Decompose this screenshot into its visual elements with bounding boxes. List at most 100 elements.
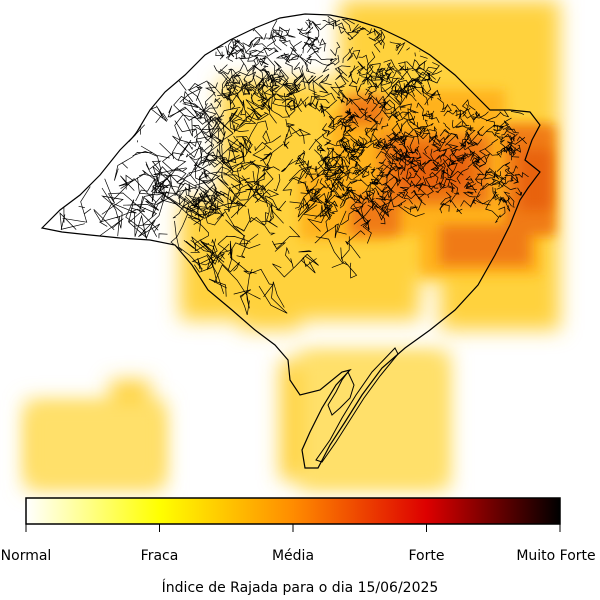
municipal-boundary [305, 26, 314, 36]
municipal-boundary [225, 54, 234, 62]
municipal-boundary [371, 167, 376, 174]
municipal-boundary [410, 165, 419, 172]
municipal-boundary [475, 191, 490, 205]
municipal-boundary [269, 29, 288, 47]
municipal-boundary [431, 70, 443, 76]
municipal-boundary [380, 199, 393, 214]
municipal-boundary [221, 161, 234, 174]
municipal-boundary [314, 138, 324, 151]
municipal-boundary [492, 125, 505, 131]
municipal-boundary [193, 185, 208, 197]
municipal-boundary [272, 20, 287, 42]
municipal-boundary [134, 212, 154, 240]
municipal-boundary [381, 86, 403, 107]
municipal-boundary [314, 165, 328, 181]
municipal-boundary [464, 133, 482, 145]
municipal-boundary [379, 29, 382, 32]
municipal-boundary [178, 80, 187, 91]
municipal-boundary [381, 123, 389, 130]
municipal-boundary [368, 116, 383, 125]
municipal-boundary [297, 165, 313, 184]
municipal-boundary [128, 207, 147, 239]
municipal-boundary [294, 150, 306, 165]
municipal-boundary [254, 111, 270, 121]
municipal-boundary [430, 166, 439, 172]
municipal-boundary [508, 195, 515, 208]
municipal-boundary [424, 76, 441, 84]
municipal-boundary [297, 196, 310, 211]
municipal-boundary [152, 192, 165, 206]
municipal-boundary [443, 122, 451, 130]
municipal-boundary [416, 66, 436, 80]
municipal-boundary [384, 103, 417, 114]
municipal-boundary [362, 219, 372, 244]
colorbar-tick-label: Muito Forte [516, 548, 596, 564]
municipal-boundary [472, 155, 488, 167]
municipal-boundary [338, 25, 346, 34]
municipal-boundary [374, 175, 390, 194]
municipal-boundary [289, 77, 305, 113]
municipal-boundary [337, 117, 349, 123]
municipal-boundary [261, 65, 269, 71]
municipal-boundary [282, 157, 314, 181]
municipal-boundary [355, 139, 364, 146]
colorbar-tick-label: Normal [0, 548, 52, 564]
municipal-boundary [338, 90, 350, 102]
municipal-boundary [261, 153, 280, 172]
municipal-boundary [298, 250, 312, 253]
municipal-boundary [431, 143, 442, 153]
municipal-boundary [223, 174, 253, 201]
municipal-boundary [223, 92, 236, 111]
municipal-boundary [98, 216, 120, 237]
municipal-boundary [314, 36, 320, 44]
municipal-boundary [503, 191, 510, 202]
municipal-boundary [326, 141, 357, 161]
municipal-boundary [254, 75, 264, 89]
municipal-boundary [352, 111, 360, 125]
municipal-boundary [369, 164, 389, 185]
municipal-boundary [504, 167, 510, 174]
municipal-boundary [461, 99, 476, 120]
municipal-boundary [286, 125, 312, 144]
municipal-boundary [207, 81, 232, 99]
municipal-boundary [371, 95, 393, 111]
municipal-boundary [345, 180, 358, 189]
municipal-boundary [388, 160, 405, 168]
municipal-boundary [323, 156, 332, 172]
municipal-boundary [334, 65, 351, 75]
municipal-boundary [227, 138, 242, 153]
municipal-boundary [313, 96, 330, 104]
municipal-boundary [381, 186, 388, 193]
municipal-boundary [299, 53, 316, 74]
municipal-boundary [341, 18, 355, 31]
municipal-boundary [370, 127, 382, 147]
municipal-boundary [324, 223, 339, 239]
municipal-boundary [376, 67, 395, 73]
municipal-boundary [161, 152, 188, 172]
municipal-boundary [101, 187, 124, 229]
municipal-boundary [332, 175, 342, 191]
municipal-boundary [233, 107, 256, 123]
municipal-boundary [405, 162, 420, 179]
municipal-boundary [401, 171, 412, 186]
municipal-boundary [210, 238, 218, 283]
municipal-boundary [349, 111, 368, 119]
municipal-boundary [307, 37, 322, 50]
municipal-boundary [230, 184, 259, 205]
municipal-boundary [399, 186, 410, 192]
municipal-boundary [451, 152, 465, 162]
municipal-boundary [272, 253, 319, 278]
municipal-boundary [359, 64, 374, 76]
municipal-boundary [442, 158, 456, 166]
municipal-boundary [78, 205, 85, 208]
municipal-boundary [397, 131, 412, 143]
municipal-boundary [399, 86, 416, 98]
municipal-boundary [204, 189, 225, 208]
municipal-boundary [116, 208, 159, 231]
municipal-boundary [203, 148, 224, 165]
municipal-boundary [217, 235, 229, 252]
municipal-boundary [128, 124, 145, 142]
municipal-boundary [313, 23, 321, 32]
municipal-boundary [327, 115, 336, 135]
